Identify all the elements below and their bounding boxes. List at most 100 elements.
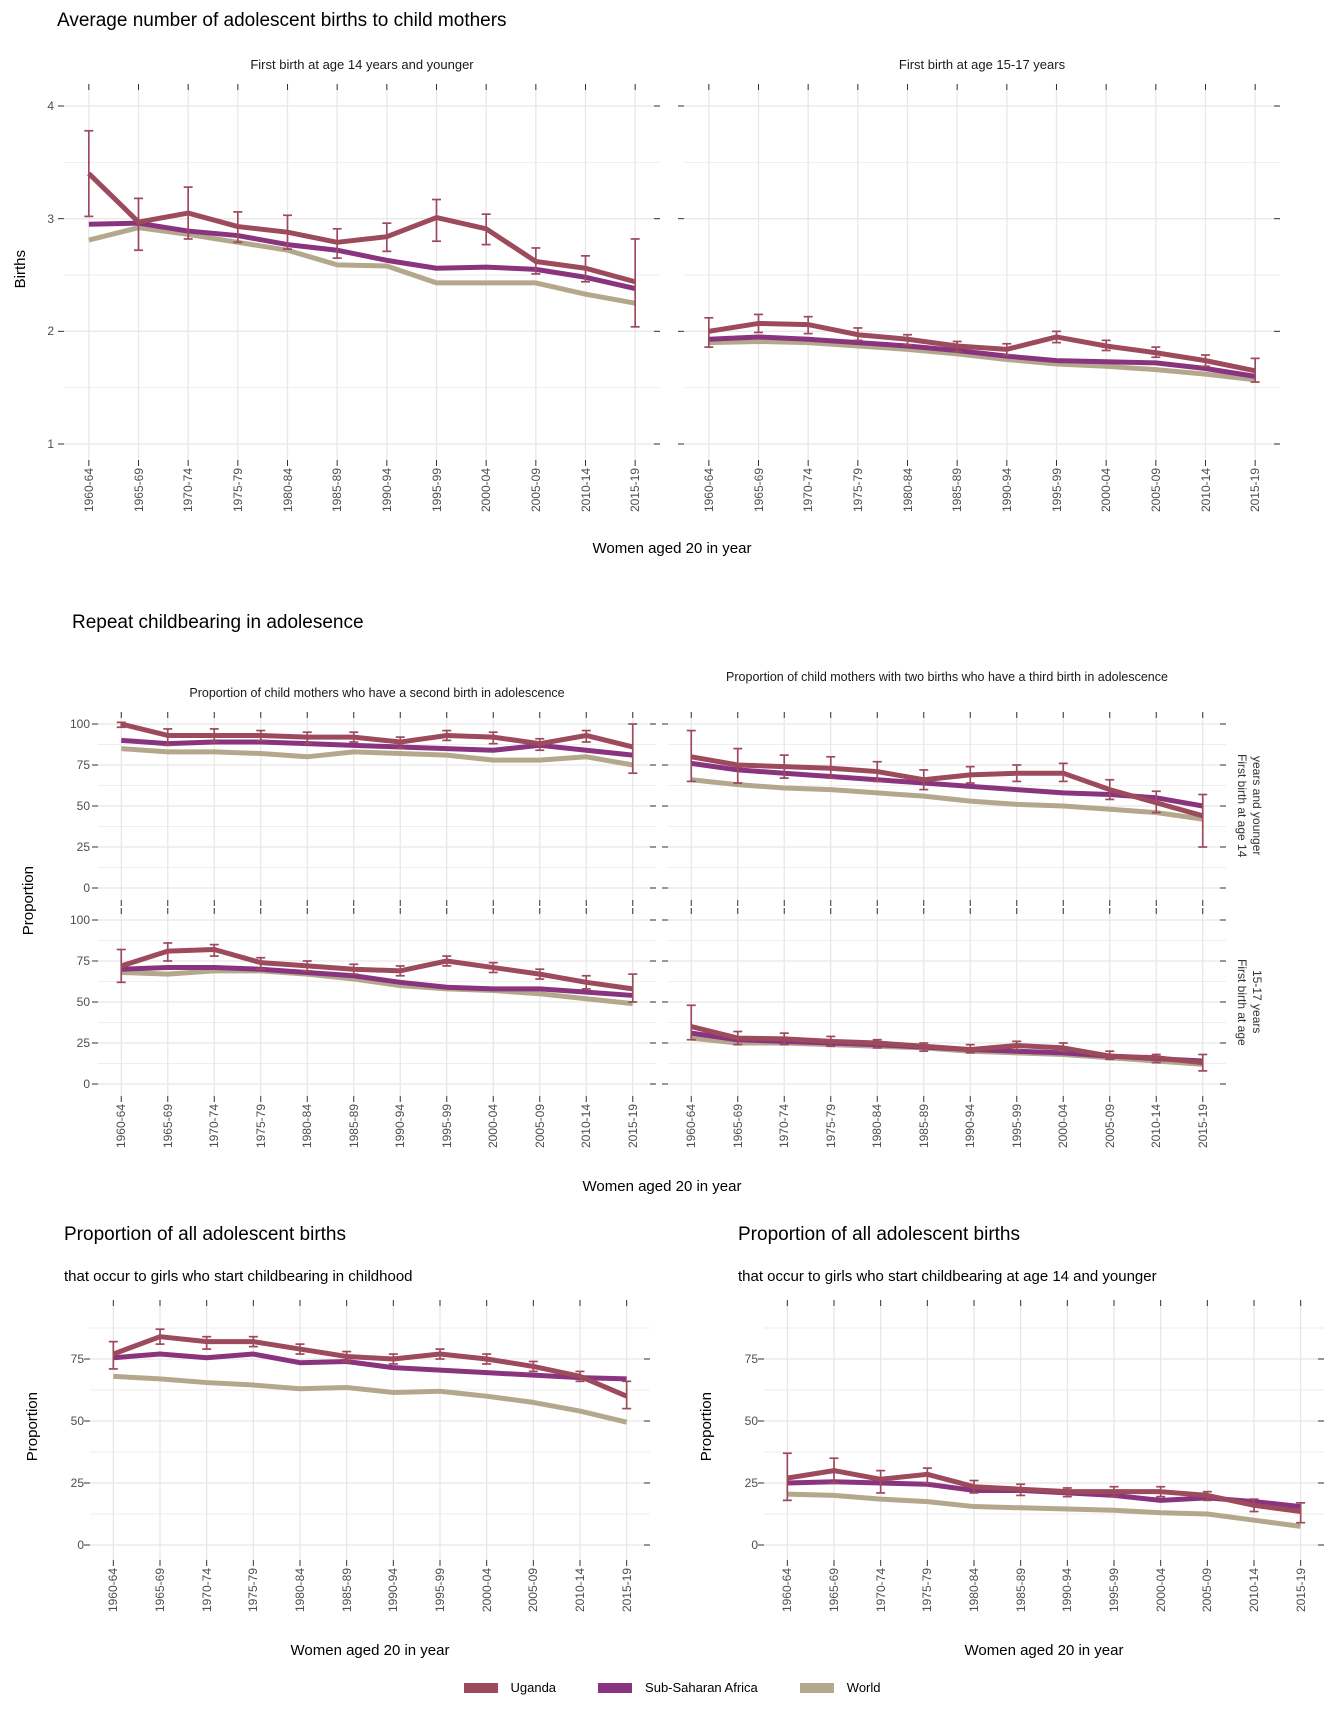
x-tick-label: 1995-99: [1049, 468, 1064, 513]
x-tick-label: 2000-04: [1099, 468, 1114, 513]
x-tick-label: 2010-14: [1149, 1104, 1164, 1149]
x-tick-label: 1970-74: [199, 1568, 214, 1613]
facet-strip-age-15-17: First birth at age 15-17 years: [1235, 958, 1264, 1046]
legend-swatch-uganda: [463, 1682, 498, 1693]
y-axis-title-proportion: Proportion: [20, 866, 37, 936]
x-tick-label: 1970-74: [801, 468, 816, 513]
x-tick-label: 2010-14: [579, 1104, 594, 1149]
x-tick-label: 1960-64: [780, 1568, 795, 1613]
x-tick-label: 1975-79: [920, 1568, 935, 1613]
panel-title-second-birth: Proportion of child mothers who have a s…: [189, 686, 565, 700]
x-tick-label: 1990-94: [379, 468, 394, 513]
section3-right-title: Proportion of all adolescent births: [738, 1224, 1020, 1245]
x-tick-label: 1970-74: [181, 468, 196, 513]
x-tick-label: 2005-09: [528, 468, 543, 513]
x-tick-label: 1980-84: [870, 1104, 885, 1149]
x-tick-label: 2000-04: [1153, 1568, 1168, 1613]
x-tick-label: 1985-89: [339, 1568, 354, 1613]
y-tick-label: 100: [69, 913, 90, 927]
x-tick-label: 2000-04: [1056, 1104, 1071, 1149]
y-tick-label: 100: [69, 717, 90, 731]
legend-swatch-ssa: [598, 1682, 633, 1693]
y-tick-label: 0: [83, 1077, 90, 1091]
y-tick-label: 50: [70, 1414, 84, 1428]
x-tick-label: 2005-09: [1102, 1104, 1117, 1149]
x-tick-label: 2005-09: [1148, 468, 1163, 513]
x-tick-label: 1995-99: [433, 1568, 447, 1613]
x-tick-label: 2015-19: [619, 1568, 634, 1613]
x-tick-label: 2015-19: [1195, 1104, 1210, 1149]
legend: Uganda Sub-Saharan Africa World: [0, 1680, 1344, 1695]
x-tick-label: 2000-04: [479, 1568, 494, 1613]
section3-right-subtitle: that occur to girls who start childbeari…: [738, 1268, 1157, 1285]
x-tick-label: 1965-69: [131, 468, 146, 513]
x-tick-label: 2005-09: [1200, 1568, 1215, 1613]
x-tick-label: 1960-64: [106, 1568, 121, 1613]
x-tick-label: 1980-84: [900, 468, 915, 513]
x-tick-label: 2000-04: [479, 468, 494, 513]
legend-label-uganda: Uganda: [510, 1680, 557, 1695]
y-axis-title-births: Births: [12, 250, 29, 289]
x-tick-label: 1960-64: [701, 468, 716, 513]
x-tick-label: 2010-14: [1198, 468, 1213, 513]
x-tick-label: 2015-19: [628, 468, 643, 513]
section3-left-subtitle: that occur to girls who start childbeari…: [64, 1268, 413, 1285]
x-tick-label: 2010-14: [1247, 1568, 1261, 1613]
facet-strip-age-14: First birth at age 14 years and younger: [1235, 754, 1264, 858]
x-tick-label: 1995-99: [429, 468, 444, 513]
y-tick-label: 4: [47, 99, 54, 113]
x-tick-label: 2015-19: [625, 1104, 640, 1149]
x-tick-label: 1960-64: [81, 468, 96, 513]
x-tick-label: 1985-89: [950, 468, 965, 513]
x-tick-label: 1985-89: [916, 1104, 931, 1149]
x-tick-label: 1975-79: [246, 1568, 261, 1613]
x-tick-label: 1990-94: [386, 1568, 401, 1613]
x-tick-label: 1990-94: [999, 468, 1014, 513]
y-tick-label: 75: [70, 1352, 84, 1366]
x-tick-label: 1960-64: [114, 1104, 129, 1149]
x-tick-label: 2015-19: [1293, 1568, 1308, 1613]
y-tick-label: 25: [76, 1036, 90, 1050]
x-tick-label: 2005-09: [526, 1568, 541, 1613]
x-tick-label: 1970-74: [777, 1104, 792, 1149]
y-tick-label: 25: [70, 1476, 84, 1490]
x-tick-label: 1970-74: [207, 1104, 222, 1149]
x-tick-label: 1995-99: [439, 1104, 454, 1149]
x-tick-label: 2000-04: [486, 1104, 501, 1149]
x-tick-label: 1960-64: [684, 1104, 699, 1149]
x-tick-label: 1970-74: [873, 1568, 888, 1613]
x-axis-title-section1: Women aged 20 in year: [592, 540, 752, 557]
y-tick-label: 75: [744, 1352, 758, 1366]
y-tick-label: 50: [76, 799, 90, 813]
x-tick-label: 1990-94: [393, 1104, 408, 1149]
y-axis-title-left: Proportion: [24, 1392, 41, 1462]
y-tick-label: 0: [751, 1538, 758, 1552]
x-tick-label: 1985-89: [1013, 1568, 1028, 1613]
y-axis-title-right: Proportion: [698, 1392, 715, 1462]
y-tick-label: 25: [744, 1476, 758, 1490]
x-tick-label: 1980-84: [300, 1104, 315, 1149]
x-tick-label: 2010-14: [578, 468, 593, 513]
x-tick-label: 1975-79: [230, 468, 245, 513]
panel-title-births-1517: First birth at age 15-17 years: [898, 57, 1066, 72]
legend-item-world: World: [799, 1680, 881, 1695]
x-tick-label: 1990-94: [1060, 1568, 1075, 1613]
x-tick-label: 1965-69: [730, 1104, 745, 1149]
x-tick-label: 1985-89: [330, 468, 345, 513]
x-tick-label: 2005-09: [532, 1104, 547, 1149]
x-axis-title-section2: Women aged 20 in year: [582, 1178, 742, 1195]
x-tick-label: 2010-14: [573, 1568, 587, 1613]
y-tick-label: 25: [76, 840, 90, 854]
legend-item-uganda: Uganda: [463, 1680, 557, 1695]
x-tick-label: 1990-94: [963, 1104, 978, 1149]
x-tick-label: 1975-79: [823, 1104, 838, 1149]
y-tick-label: 75: [76, 954, 90, 968]
legend-item-ssa: Sub-Saharan Africa: [598, 1680, 758, 1695]
y-tick-label: 50: [744, 1414, 758, 1428]
section3-left-title: Proportion of all adolescent births: [64, 1224, 346, 1245]
x-tick-label: 1965-69: [160, 1104, 175, 1149]
panel-title-births-14: First birth at age 14 years and younger: [250, 57, 474, 72]
y-tick-label: 50: [76, 995, 90, 1009]
legend-swatch-world: [799, 1682, 834, 1693]
